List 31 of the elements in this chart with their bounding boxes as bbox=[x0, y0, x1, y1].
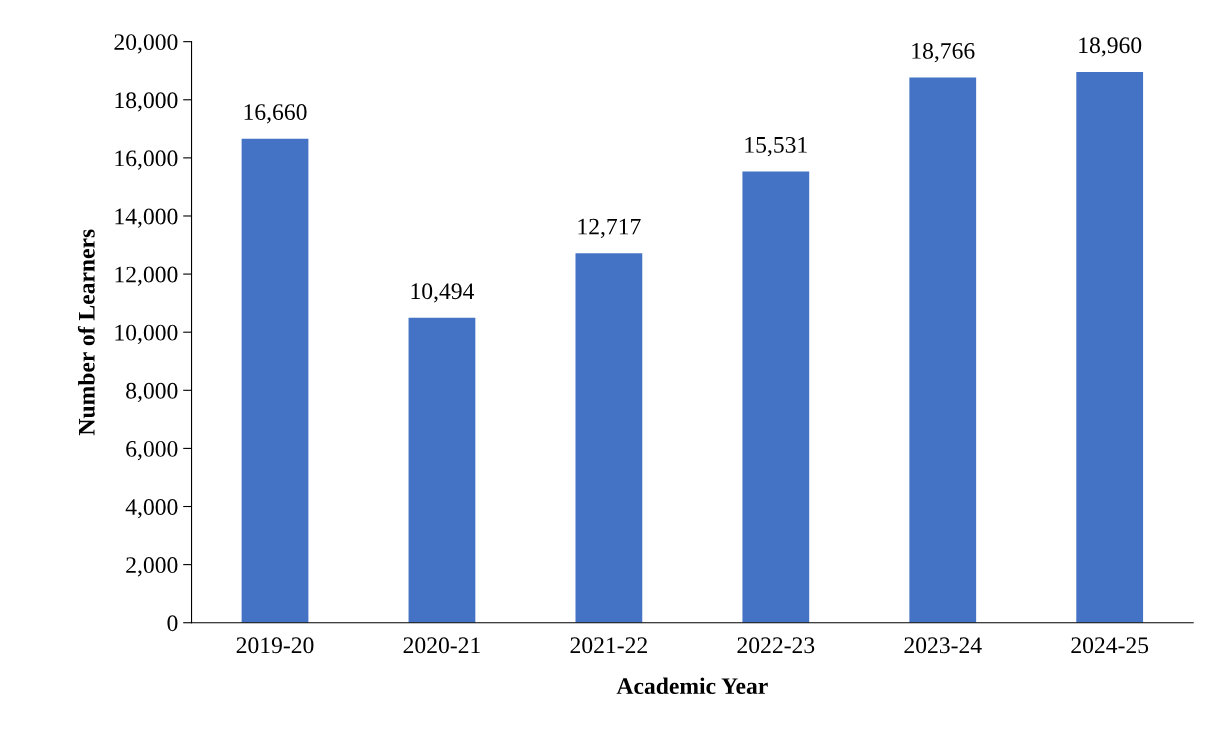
x-tick-label: 2024-25 bbox=[1071, 637, 1149, 654]
y-tick-label: 8,000 bbox=[126, 382, 178, 403]
y-tick-label: 0 bbox=[167, 615, 178, 632]
y-axis-title: Number of Learners bbox=[77, 229, 95, 436]
y-tick-label: 12,000 bbox=[115, 266, 178, 286]
data-label: 10,494 bbox=[411, 283, 475, 303]
y-tick-label: 16,000 bbox=[115, 150, 178, 170]
bar bbox=[241, 138, 309, 623]
x-tick-label: 2023-24 bbox=[904, 637, 982, 654]
data-label: 15,531 bbox=[745, 136, 807, 157]
y-tick-label: 6,000 bbox=[126, 440, 178, 461]
y-tick-label: 20,000 bbox=[114, 34, 178, 54]
x-axis-title: Academic Year bbox=[616, 677, 768, 695]
y-tick-label: 18,000 bbox=[115, 92, 178, 112]
bar bbox=[408, 317, 476, 623]
bar bbox=[742, 171, 810, 623]
data-label: 18,766 bbox=[912, 42, 975, 63]
y-tick-label: 10,000 bbox=[115, 324, 178, 345]
x-tick-label: 2022-23 bbox=[737, 637, 815, 654]
data-label: 12,717 bbox=[578, 218, 641, 238]
y-tick-label: 4,000 bbox=[125, 499, 178, 519]
x-tick-label: 2020-21 bbox=[403, 637, 480, 654]
bar bbox=[575, 253, 643, 623]
data-label: 16,660 bbox=[244, 104, 307, 124]
x-tick-label: 2021-22 bbox=[570, 637, 647, 654]
data-label: 18,960 bbox=[1079, 37, 1142, 57]
y-tick-label: 2,000 bbox=[126, 557, 178, 577]
bar bbox=[1076, 71, 1144, 623]
bar bbox=[909, 77, 977, 623]
x-tick-label: 2019-20 bbox=[236, 637, 314, 654]
y-tick-label: 14,000 bbox=[115, 208, 178, 228]
